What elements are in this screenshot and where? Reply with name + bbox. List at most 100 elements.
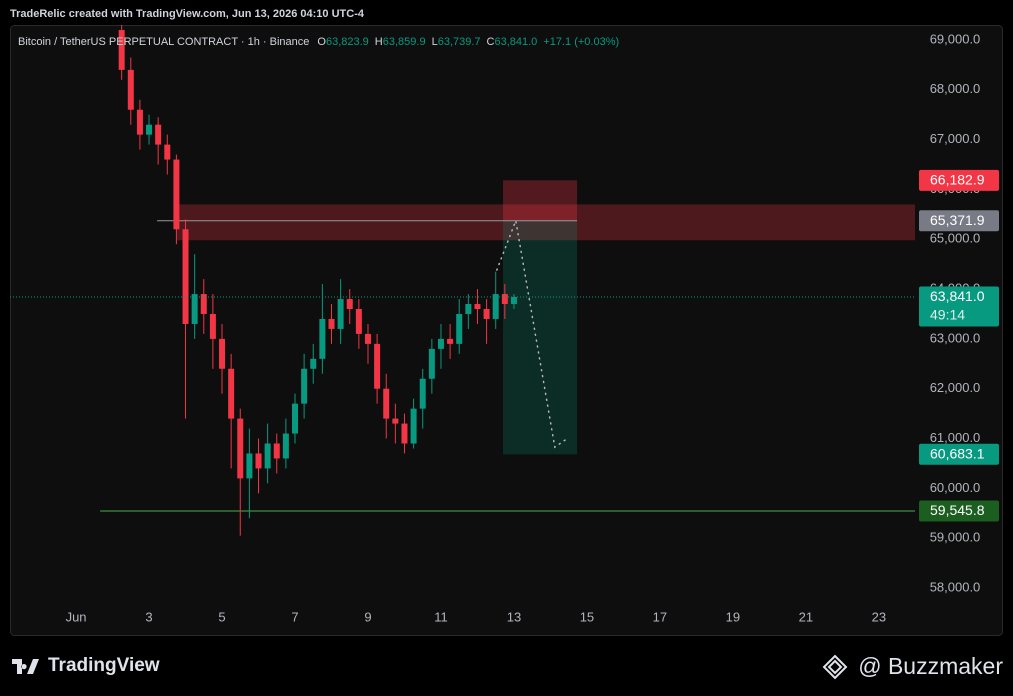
credit: TradeRelic created with TradingView.com,… bbox=[10, 8, 365, 20]
candle-body bbox=[510, 296, 517, 305]
legend-value: 63,859.9 bbox=[383, 36, 426, 48]
candle-body bbox=[364, 333, 371, 344]
price-label-box bbox=[919, 169, 999, 191]
price-label-box bbox=[919, 443, 999, 465]
legend-key: H bbox=[375, 36, 383, 48]
tradingview-logo bbox=[12, 659, 39, 674]
candle-body bbox=[173, 159, 180, 230]
price-label-box bbox=[919, 210, 999, 232]
candle-body bbox=[310, 358, 317, 369]
candle-body bbox=[328, 318, 335, 329]
countdown: 49:14 bbox=[930, 307, 965, 323]
candle-body bbox=[456, 313, 463, 344]
candle-body bbox=[346, 299, 353, 310]
y-tick-label: 59,000.0 bbox=[930, 530, 981, 545]
candle-body bbox=[255, 453, 262, 469]
x-tick-label: 13 bbox=[507, 609, 521, 624]
x-tick-label: 21 bbox=[799, 609, 813, 624]
candle-body bbox=[301, 368, 308, 404]
candle-body bbox=[191, 294, 198, 324]
candle-body bbox=[419, 378, 426, 409]
candle-body bbox=[401, 423, 408, 444]
y-tick-label: 61,000.0 bbox=[930, 430, 981, 445]
x-tick-label: 15 bbox=[580, 609, 594, 624]
price-label: 65,371.9 bbox=[930, 212, 985, 228]
candle-body bbox=[136, 109, 143, 135]
candle-body bbox=[146, 124, 153, 135]
price-label: 66,182.9 bbox=[930, 172, 985, 188]
x-tick-label: 9 bbox=[364, 609, 371, 624]
candle-body bbox=[164, 144, 171, 160]
legend-key: O bbox=[317, 36, 326, 48]
legend-value: 63,739.7 bbox=[438, 36, 481, 48]
candle-body bbox=[355, 309, 362, 334]
y-tick-label: 58,000.0 bbox=[930, 579, 981, 594]
candle-body bbox=[447, 338, 454, 344]
candle-body bbox=[492, 294, 499, 319]
x-tick-label: 5 bbox=[218, 609, 225, 624]
candle-body bbox=[127, 69, 134, 110]
candle-body bbox=[465, 304, 472, 314]
target-area bbox=[503, 220, 578, 455]
candle-body bbox=[209, 313, 216, 339]
legend-change: +17.1 (+0.03%) bbox=[543, 36, 619, 48]
legend-value: 63,841.0 bbox=[494, 36, 537, 48]
resistance-zone bbox=[177, 204, 916, 241]
price-label: 60,683.1 bbox=[930, 446, 985, 462]
candle-body bbox=[437, 338, 444, 349]
candle-body bbox=[337, 299, 344, 329]
x-tick-label: 11 bbox=[434, 609, 448, 624]
y-tick-label: 69,000.0 bbox=[930, 31, 981, 46]
price-label-box bbox=[919, 500, 999, 522]
author: @ Buzzmaker bbox=[858, 653, 1003, 679]
candle-body bbox=[200, 294, 207, 314]
brand: TradingView bbox=[48, 655, 160, 676]
y-tick-label: 63,000.0 bbox=[930, 330, 981, 345]
candle-body bbox=[282, 433, 289, 459]
candle-body bbox=[228, 368, 235, 419]
candle-body bbox=[155, 124, 162, 145]
candle-body bbox=[118, 30, 125, 70]
candle-body bbox=[374, 343, 381, 389]
price-label: 59,545.8 bbox=[930, 502, 985, 518]
candle-body bbox=[474, 304, 481, 310]
x-tick-label: 17 bbox=[653, 609, 667, 624]
candle-body bbox=[410, 408, 417, 444]
x-tick-label: 7 bbox=[291, 609, 298, 624]
legend-symbol: Bitcoin / TetherUS PERPETUAL CONTRACT · … bbox=[18, 36, 309, 48]
legend: Bitcoin / TetherUS PERPETUAL CONTRACT · … bbox=[18, 36, 619, 48]
y-tick-label: 65,000.0 bbox=[930, 231, 981, 246]
legend-key: C bbox=[487, 36, 495, 48]
x-tick-label: 19 bbox=[726, 609, 740, 624]
candle-body bbox=[483, 309, 490, 319]
candle-body bbox=[182, 229, 189, 324]
candle-body bbox=[292, 403, 299, 434]
y-tick-label: 67,000.0 bbox=[930, 131, 981, 146]
candle-body bbox=[219, 338, 226, 369]
candle-body bbox=[392, 418, 399, 424]
x-tick-label: Jun bbox=[66, 609, 87, 624]
diamond-icon bbox=[822, 654, 848, 680]
candle-body bbox=[237, 418, 244, 479]
candle-body bbox=[273, 443, 280, 459]
x-tick-label: 23 bbox=[872, 609, 886, 624]
candle-body bbox=[428, 348, 435, 379]
x-tick-label: 3 bbox=[145, 609, 152, 624]
price-label: 63,841.0 bbox=[930, 288, 985, 304]
y-tick-label: 60,000.0 bbox=[930, 480, 981, 495]
candle-body bbox=[319, 318, 326, 359]
legend-value: 63,823.9 bbox=[326, 36, 369, 48]
plot-area bbox=[10, 25, 916, 536]
author-icon bbox=[822, 654, 848, 680]
stop-area bbox=[503, 180, 578, 221]
projection-path bbox=[496, 217, 566, 449]
candle-body bbox=[383, 388, 390, 419]
y-tick-label: 62,000.0 bbox=[930, 380, 981, 395]
legend-key: L bbox=[432, 36, 438, 48]
logo-icon bbox=[12, 659, 39, 674]
candle-body bbox=[501, 294, 508, 305]
price-label-box bbox=[919, 286, 999, 327]
y-tick-label: 68,000.0 bbox=[930, 81, 981, 96]
